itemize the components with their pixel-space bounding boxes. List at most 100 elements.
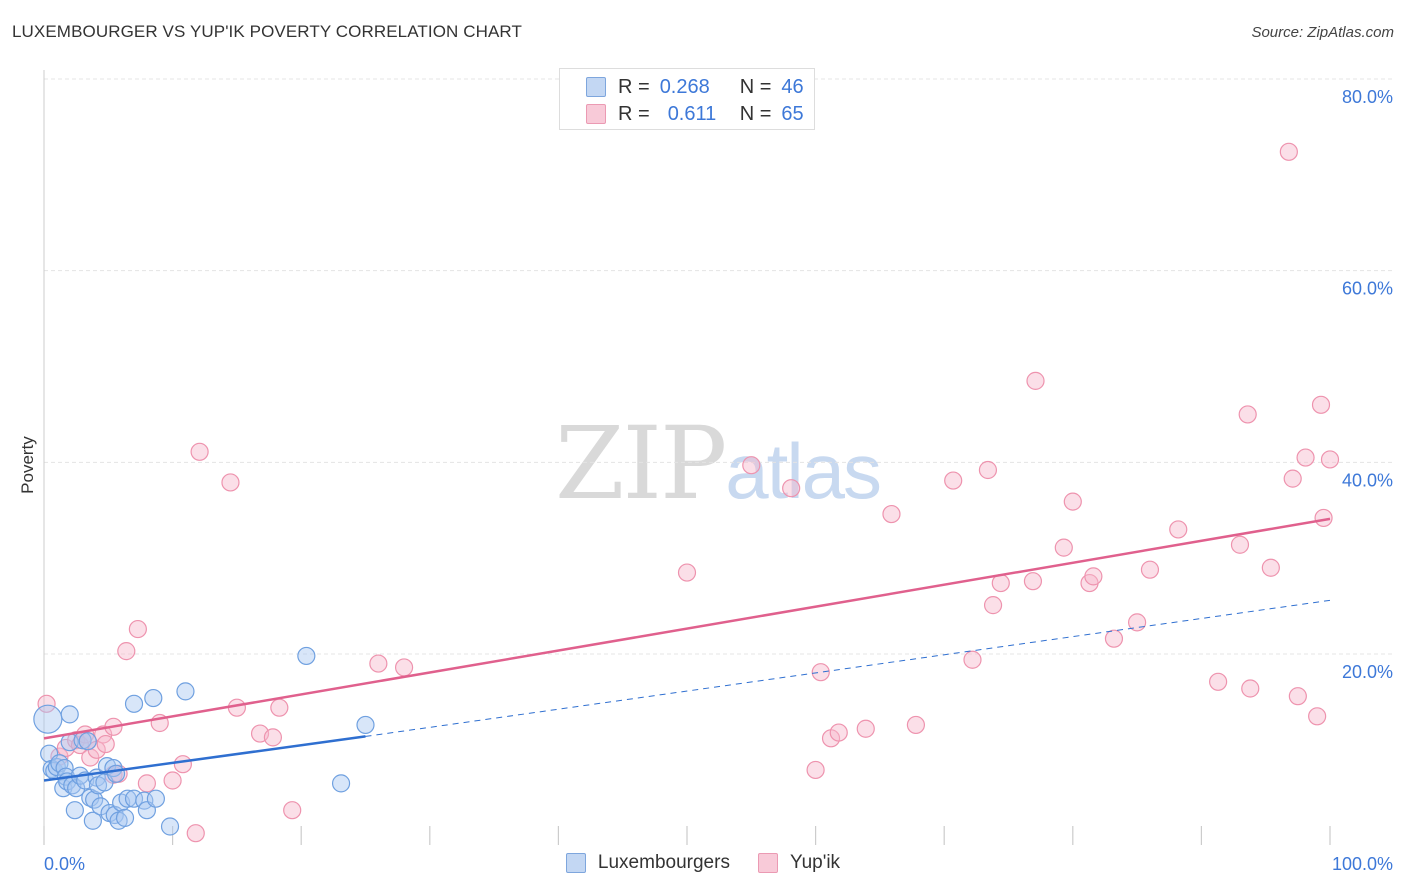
luxembourger-point xyxy=(60,705,79,724)
luxembourger-point xyxy=(297,646,316,666)
yupik-point xyxy=(369,654,388,673)
yupik-point xyxy=(37,694,56,713)
luxembourger-point xyxy=(176,682,195,701)
luxembourger-point xyxy=(78,732,97,751)
watermark: ZIPatlas xyxy=(555,405,882,522)
yupik-point xyxy=(221,473,240,492)
legend-label-yupik: Yup'ik xyxy=(789,852,841,873)
y-tick-label: 80.0% xyxy=(1342,87,1393,107)
legend-row-luxembourgers: R = 0.268 N = 46 xyxy=(586,75,804,99)
yupik-point xyxy=(270,698,289,717)
watermark-atlas: atlas xyxy=(725,427,882,515)
legend-r-value: 0.611 xyxy=(667,102,717,125)
y-tick-label: 40.0% xyxy=(1342,470,1393,490)
y-tick-label: 20.0% xyxy=(1342,662,1393,682)
yupik-point xyxy=(137,774,156,793)
yupik-point xyxy=(856,719,875,738)
legend-swatch-pink xyxy=(757,853,778,873)
luxembourger-point xyxy=(160,817,180,836)
luxembourger-point xyxy=(356,715,375,735)
yupik-point xyxy=(1320,450,1340,469)
yupik-point xyxy=(1054,538,1073,557)
yupik-point xyxy=(829,723,848,742)
legend-n-value: 65 xyxy=(781,102,804,125)
x-tick-label: 100.0% xyxy=(1332,854,1393,874)
luxembourger-point xyxy=(83,811,102,830)
yupik-point xyxy=(1308,707,1327,726)
yupik-point xyxy=(283,801,302,820)
yupik-point xyxy=(677,563,697,582)
yupik-trend-line xyxy=(43,517,1331,740)
yupik-point xyxy=(263,728,283,747)
chart-title: LUXEMBOURGER VS YUP'IK POVERTY CORRELATI… xyxy=(12,22,522,41)
yupik-point xyxy=(1288,687,1307,706)
yupik-point xyxy=(186,824,205,843)
yupik-point xyxy=(906,715,926,735)
yupik-point xyxy=(1026,371,1045,390)
yupik-point xyxy=(190,442,209,461)
legend-r-label: R = xyxy=(618,75,650,98)
yupik-point xyxy=(1023,572,1043,591)
series-legend: Luxembourgers Yup'ik xyxy=(0,852,1406,874)
legend-swatch-blue xyxy=(565,853,586,873)
legend-r-value: 0.268 xyxy=(659,75,710,98)
luxembourger-point xyxy=(331,774,351,793)
legend-item-luxembourgers: Luxembourgers xyxy=(565,852,730,874)
source-credit: Source: ZipAtlas.com xyxy=(1251,24,1394,41)
yupik-point xyxy=(1063,492,1082,511)
legend-n-label: N = xyxy=(739,75,772,98)
legend-r-label: R = xyxy=(618,102,650,125)
yupik-point xyxy=(983,596,1003,615)
luxembourger-point xyxy=(106,764,126,783)
y-axis-label: Poverty xyxy=(18,436,37,494)
legend-swatch-pink xyxy=(586,104,606,124)
yupik-point xyxy=(1314,508,1333,528)
yupik-point xyxy=(1241,679,1260,698)
yupik-point xyxy=(742,456,761,475)
watermark-zip: ZIP xyxy=(555,405,727,522)
luxembourger-point xyxy=(124,694,144,713)
yupik-point xyxy=(1169,520,1188,539)
legend-n-value: 46 xyxy=(781,75,804,98)
yupik-point xyxy=(173,755,192,774)
legend-item-yupik: Yup'ik xyxy=(757,852,841,874)
correlation-legend: R = 0.268 N = 46 R = 0.611 N = 65 xyxy=(559,68,815,130)
luxembourger-point xyxy=(115,808,135,827)
yupik-point xyxy=(806,760,825,780)
yupik-point xyxy=(1311,395,1331,414)
legend-n-label: N = xyxy=(739,102,772,125)
luxembourger-point xyxy=(91,797,110,816)
luxembourger-point xyxy=(144,688,163,708)
yupik-point xyxy=(1238,405,1257,424)
yupik-point xyxy=(1104,629,1124,648)
yupik-point xyxy=(1279,142,1298,161)
yupik-point xyxy=(1296,448,1315,467)
legend-row-yupik: R = 0.611 N = 65 xyxy=(586,102,804,126)
yupik-point xyxy=(944,471,963,490)
luxembourger-point xyxy=(146,789,165,808)
legend-label-luxembourgers: Luxembourgers xyxy=(597,852,730,873)
yupik-point xyxy=(1209,672,1228,691)
luxembourger-point xyxy=(33,704,63,734)
yupik-point xyxy=(782,479,801,498)
yupik-point xyxy=(394,658,414,677)
yupik-point xyxy=(978,460,998,480)
x-tick-label: 0.0% xyxy=(44,854,85,874)
yupik-point xyxy=(1261,558,1280,577)
yupik-point xyxy=(1084,567,1103,586)
luxembourger-trend-extension xyxy=(365,599,1331,737)
luxembourger-trend-line xyxy=(43,735,366,782)
yupik-point xyxy=(128,619,147,639)
yupik-point xyxy=(1230,535,1250,554)
yupik-point xyxy=(1140,560,1160,579)
yupik-point xyxy=(96,734,115,754)
yupik-point xyxy=(811,663,830,682)
yupik-point xyxy=(117,642,136,661)
luxembourger-point xyxy=(85,790,104,809)
yupik-point xyxy=(163,771,182,790)
yupik-point xyxy=(1283,469,1302,488)
legend-swatch-blue xyxy=(586,77,606,97)
luxembourger-point xyxy=(65,801,84,820)
yupik-point xyxy=(882,504,901,524)
